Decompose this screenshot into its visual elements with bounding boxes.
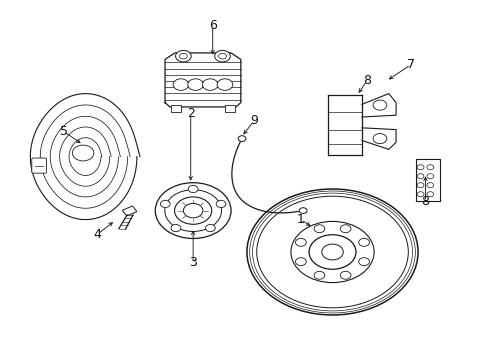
Text: 8: 8: [421, 195, 428, 208]
Circle shape: [216, 200, 225, 207]
Circle shape: [205, 225, 215, 232]
Text: 5: 5: [60, 125, 67, 138]
Circle shape: [175, 50, 191, 62]
Circle shape: [214, 50, 230, 62]
Circle shape: [183, 203, 203, 218]
Text: 1: 1: [296, 213, 304, 226]
Circle shape: [173, 79, 188, 90]
Circle shape: [174, 197, 211, 224]
Circle shape: [171, 225, 181, 232]
Text: 3: 3: [189, 256, 197, 269]
Text: 8: 8: [362, 75, 370, 87]
Circle shape: [160, 200, 170, 207]
Circle shape: [202, 79, 218, 90]
Circle shape: [299, 208, 306, 213]
Text: 2: 2: [186, 107, 194, 120]
FancyBboxPatch shape: [32, 158, 46, 173]
Circle shape: [238, 136, 245, 141]
Circle shape: [217, 79, 232, 90]
Text: 6: 6: [208, 19, 216, 32]
Bar: [122, 206, 137, 216]
Text: 7: 7: [406, 58, 414, 71]
Text: 9: 9: [250, 114, 258, 127]
Circle shape: [188, 185, 198, 193]
Text: 4: 4: [94, 228, 102, 240]
Bar: [224, 105, 234, 112]
Ellipse shape: [155, 183, 231, 238]
Bar: [171, 105, 181, 112]
Circle shape: [187, 79, 203, 90]
Circle shape: [164, 190, 221, 231]
